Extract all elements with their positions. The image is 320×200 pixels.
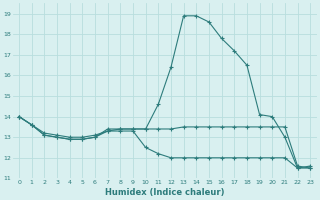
X-axis label: Humidex (Indice chaleur): Humidex (Indice chaleur) [105, 188, 224, 197]
